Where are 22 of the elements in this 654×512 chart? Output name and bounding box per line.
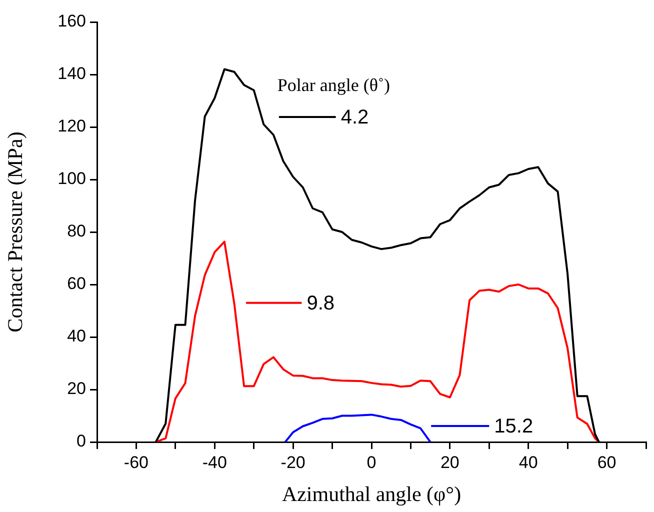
x-tick-label: -40 (202, 452, 227, 472)
y-tick-label: 60 (67, 274, 86, 294)
y-tick-label: 40 (67, 326, 86, 346)
legend-title: Polar angle (θ˚) (277, 74, 390, 95)
x-tick-label: 60 (597, 452, 616, 472)
legend-label: 15.2 (494, 416, 534, 438)
legend-label: 4.2 (340, 106, 369, 129)
x-tick-label: -20 (280, 452, 306, 472)
x-tick-label: 0 (366, 452, 376, 472)
y-tick-label: 0 (76, 432, 86, 451)
x-axis-title: Azimuthal angle (φ°) (282, 482, 462, 506)
x-tick-label: 40 (518, 452, 538, 472)
y-tick-label: 120 (58, 116, 86, 136)
y-tick-label: 160 (58, 12, 86, 31)
y-tick-label: 140 (58, 64, 86, 84)
y-tick-label: 20 (67, 379, 86, 398)
y-tick-label: 100 (58, 169, 86, 188)
x-tick-label: 20 (440, 452, 460, 472)
y-tick-label: 80 (67, 222, 86, 241)
x-tick-label: -60 (124, 452, 149, 472)
y-axis-title: Contact Pressure (MPa) (3, 132, 28, 332)
legend-label: 9.8 (306, 292, 335, 314)
